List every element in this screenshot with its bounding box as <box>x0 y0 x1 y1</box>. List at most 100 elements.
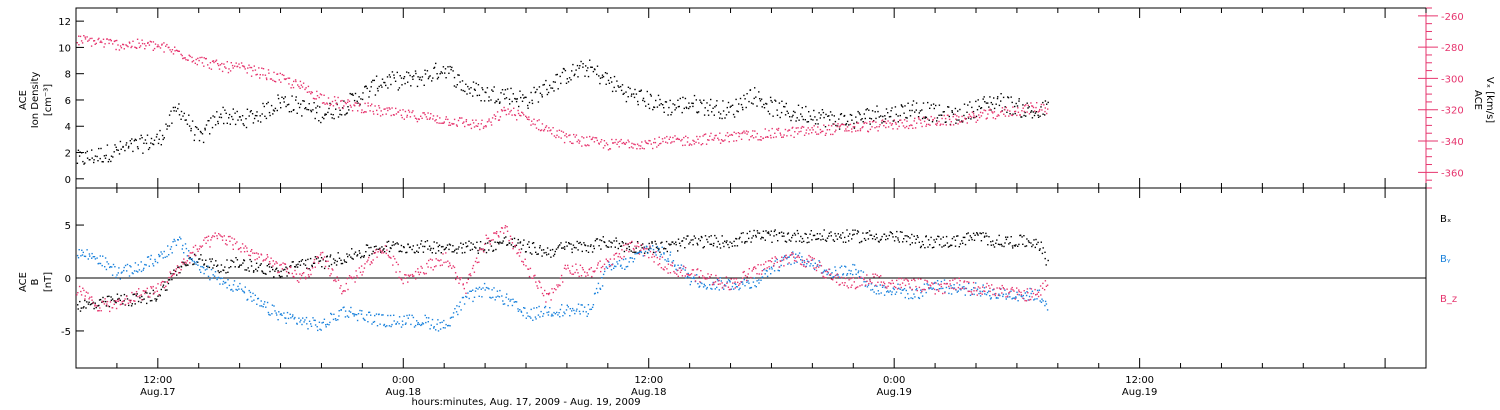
b-point <box>256 303 258 305</box>
density-point <box>98 147 100 150</box>
b-point <box>702 275 704 277</box>
b-point <box>689 283 691 286</box>
density-point <box>308 103 310 105</box>
b-point <box>488 241 491 243</box>
b-point <box>812 234 815 237</box>
vx-point <box>354 102 356 104</box>
b-point <box>297 263 299 265</box>
b-point <box>425 272 427 275</box>
density-point <box>419 76 421 79</box>
vx-point <box>425 116 428 118</box>
vx-point <box>430 113 432 115</box>
vx-point <box>625 141 628 144</box>
b-point <box>525 265 527 267</box>
b-point <box>889 231 891 233</box>
density-point <box>935 104 937 107</box>
density-point <box>460 89 463 91</box>
vx-point <box>438 122 440 124</box>
b-point <box>84 255 87 258</box>
b-point <box>566 304 568 306</box>
b-point <box>765 261 767 263</box>
b-point <box>274 310 276 312</box>
density-point <box>578 67 580 69</box>
legend-entry: Bₓ <box>1440 214 1451 225</box>
b-point <box>91 296 93 298</box>
b-point <box>887 290 889 292</box>
b-point <box>556 311 558 314</box>
b-point <box>240 247 242 249</box>
b-point <box>120 272 123 274</box>
b-point <box>1040 294 1042 296</box>
vx-point <box>479 128 481 131</box>
b-point <box>810 230 812 232</box>
b-point <box>643 252 646 254</box>
b-point <box>102 301 104 303</box>
density-point <box>370 81 373 83</box>
b-point <box>846 285 848 287</box>
b-point <box>212 274 214 276</box>
b-point <box>696 274 698 276</box>
density-point <box>403 77 405 80</box>
vx-point <box>950 121 952 123</box>
b-point <box>766 270 768 272</box>
b-point <box>700 270 702 272</box>
b-point <box>815 238 817 241</box>
vx-point <box>262 74 264 76</box>
vx-point <box>1032 106 1035 109</box>
vx-point <box>978 116 981 119</box>
density-point <box>125 142 128 144</box>
vx-point <box>821 130 823 133</box>
b-point <box>898 287 900 289</box>
b-point <box>471 248 474 251</box>
b-point <box>1004 289 1006 291</box>
density-point <box>435 62 437 65</box>
b-point <box>635 247 637 249</box>
vx-point <box>213 61 215 64</box>
b-point <box>615 252 618 254</box>
density-point <box>972 110 975 113</box>
vx-point <box>490 121 492 123</box>
density-point <box>261 113 263 115</box>
b-point <box>577 272 579 274</box>
b-point <box>833 276 835 278</box>
b-point <box>895 286 897 289</box>
b-point <box>334 259 336 262</box>
b-point <box>352 258 354 260</box>
vx-point <box>911 124 913 127</box>
b-point <box>271 304 274 306</box>
b-point <box>874 273 877 275</box>
vx-point <box>724 139 726 141</box>
density-point <box>107 161 110 163</box>
b-point <box>562 281 564 283</box>
density-point <box>728 111 730 113</box>
b-point <box>322 321 324 324</box>
density-point <box>283 101 285 103</box>
b-point <box>362 317 365 320</box>
b-point <box>914 242 917 244</box>
b-point <box>175 268 178 270</box>
vx-point <box>365 111 367 113</box>
b-point <box>281 314 283 316</box>
vx-point <box>960 121 962 123</box>
b-point <box>732 282 734 284</box>
b-point <box>1018 294 1020 296</box>
b-point <box>850 270 852 272</box>
vx-point <box>791 127 793 129</box>
density-point <box>232 118 234 121</box>
b-point <box>605 244 607 247</box>
density-point <box>155 136 158 138</box>
b-point <box>454 272 457 274</box>
b-point <box>529 267 532 270</box>
density-point <box>539 92 542 94</box>
vx-point <box>161 44 163 46</box>
density-point <box>770 99 772 102</box>
b-point <box>1022 297 1024 299</box>
b-point <box>831 276 834 278</box>
b-point <box>458 305 460 308</box>
b-point <box>669 251 672 253</box>
b-point <box>640 249 642 251</box>
density-point <box>971 106 973 109</box>
density-point <box>756 105 758 107</box>
b-point <box>544 306 546 309</box>
density-point <box>388 74 391 76</box>
